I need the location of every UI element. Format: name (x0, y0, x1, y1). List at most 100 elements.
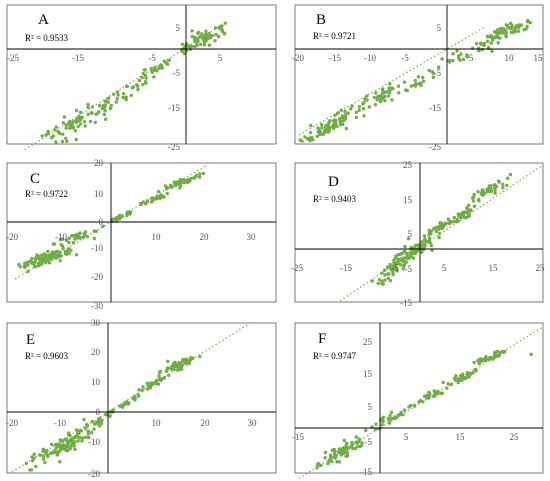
data-point (222, 31, 227, 35)
panel-c-y-tick: -20 (91, 272, 103, 282)
data-point (455, 49, 459, 53)
data-point (69, 437, 74, 441)
data-point (100, 418, 104, 422)
data-point (372, 95, 376, 100)
data-point (526, 19, 530, 24)
data-point (83, 426, 88, 431)
data-point (387, 418, 391, 422)
data-point (199, 42, 203, 47)
data-point (133, 398, 137, 402)
data-point (150, 70, 154, 74)
data-point (23, 261, 27, 266)
panel-b-x-tick: 5 (469, 53, 474, 63)
data-point (459, 52, 463, 56)
data-point (504, 35, 508, 39)
data-point (164, 60, 168, 64)
data-point (431, 75, 435, 79)
data-point (124, 98, 128, 102)
data-point (388, 413, 392, 418)
panel-c-x-tick: 20 (200, 232, 210, 242)
panel-d: D R² = 0.9403 -25 -15 -5 5 15 25 25 15 5… (291, 160, 545, 308)
data-point (158, 196, 162, 200)
data-point (509, 30, 514, 35)
data-point (204, 29, 208, 33)
panel-f-y-tick: -5 (365, 437, 373, 447)
data-point (71, 439, 76, 444)
data-point (194, 173, 198, 178)
data-point (422, 234, 427, 238)
data-point (376, 281, 380, 286)
data-point (77, 429, 81, 433)
data-point (31, 261, 35, 265)
data-point (85, 422, 89, 427)
data-point (33, 257, 38, 262)
data-point (480, 193, 484, 197)
data-point (365, 94, 369, 98)
data-point (472, 360, 476, 365)
data-point (489, 41, 493, 45)
data-point (409, 84, 414, 88)
data-point (454, 374, 458, 378)
panel-d-x-tick: -25 (291, 263, 303, 273)
data-point (92, 236, 97, 241)
data-point (381, 419, 385, 424)
data-point (379, 417, 384, 421)
data-point (55, 452, 59, 457)
data-point (343, 116, 348, 121)
data-point (114, 100, 119, 104)
data-point (58, 259, 62, 263)
trendline (339, 164, 543, 302)
data-point (341, 119, 346, 123)
data-point (131, 85, 135, 89)
data-point (146, 387, 150, 391)
data-point (405, 257, 410, 261)
data-point (322, 130, 327, 134)
panel-b-x-tick: 15 (534, 53, 544, 63)
data-point (389, 410, 394, 414)
panel-a: A R² = 0.9533 -25 -15 -5 5 5 -5 -15 -25 (6, 4, 277, 152)
data-point (421, 248, 426, 252)
data-point (499, 27, 503, 31)
panel-c-y-tick: -10 (91, 243, 103, 253)
data-point (172, 367, 176, 372)
data-point (44, 133, 48, 137)
data-point (477, 358, 481, 362)
data-point (396, 253, 400, 257)
data-point (427, 390, 431, 394)
data-point (484, 357, 488, 361)
data-point (121, 92, 126, 96)
panel-c-y-tick: 10 (94, 189, 104, 199)
data-point (35, 253, 39, 257)
data-point (198, 172, 202, 176)
data-point (355, 445, 360, 449)
data-point (457, 56, 461, 60)
data-point (439, 391, 443, 395)
data-point (115, 96, 119, 101)
data-point (316, 130, 321, 134)
data-point (430, 248, 434, 253)
data-point (375, 98, 379, 102)
data-point (22, 265, 26, 269)
data-point (496, 35, 500, 40)
data-point (504, 31, 508, 35)
data-point (165, 191, 169, 196)
data-point (92, 229, 96, 233)
data-point (486, 39, 490, 43)
panel-f-y-tick: -15 (360, 467, 372, 477)
data-point (25, 260, 30, 264)
data-point (350, 442, 354, 447)
data-point (490, 49, 494, 53)
data-point (106, 100, 110, 104)
data-point (83, 124, 88, 128)
data-point (64, 136, 68, 141)
data-point (190, 29, 194, 33)
data-point (380, 96, 384, 101)
data-point (78, 235, 82, 239)
data-point (73, 447, 77, 451)
data-point (78, 122, 83, 126)
data-point (29, 468, 34, 472)
data-point (58, 446, 63, 450)
data-point (189, 356, 193, 360)
data-point (300, 139, 304, 143)
panel-e-frame (6, 322, 277, 474)
